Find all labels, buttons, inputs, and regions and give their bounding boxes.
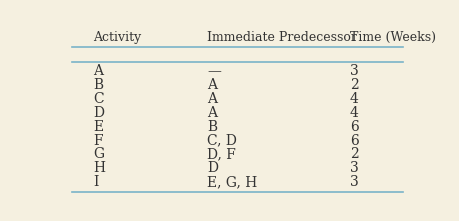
Text: A: A xyxy=(93,64,103,78)
Text: A: A xyxy=(207,92,217,106)
Text: 3: 3 xyxy=(349,175,358,189)
Text: Time (Weeks): Time (Weeks) xyxy=(349,31,435,44)
Text: 6: 6 xyxy=(349,133,358,148)
Text: H: H xyxy=(93,162,105,175)
Text: D: D xyxy=(207,162,218,175)
Text: 3: 3 xyxy=(349,64,358,78)
Text: 2: 2 xyxy=(349,78,358,92)
Text: C, D: C, D xyxy=(207,133,236,148)
Text: I: I xyxy=(93,175,98,189)
Text: 4: 4 xyxy=(349,106,358,120)
Text: D: D xyxy=(93,106,104,120)
Text: A: A xyxy=(207,106,217,120)
Text: E: E xyxy=(93,120,103,133)
Text: G: G xyxy=(93,147,104,162)
Text: D, F: D, F xyxy=(207,147,235,162)
Text: 3: 3 xyxy=(349,162,358,175)
Text: B: B xyxy=(207,120,217,133)
Text: A: A xyxy=(207,78,217,92)
Text: —: — xyxy=(207,64,221,78)
Text: Immediate Predecessor: Immediate Predecessor xyxy=(207,31,356,44)
Text: Activity: Activity xyxy=(93,31,141,44)
Text: E, G, H: E, G, H xyxy=(207,175,257,189)
Text: F: F xyxy=(93,133,102,148)
Text: 6: 6 xyxy=(349,120,358,133)
Text: B: B xyxy=(93,78,103,92)
Text: 4: 4 xyxy=(349,92,358,106)
Text: C: C xyxy=(93,92,104,106)
Text: 2: 2 xyxy=(349,147,358,162)
